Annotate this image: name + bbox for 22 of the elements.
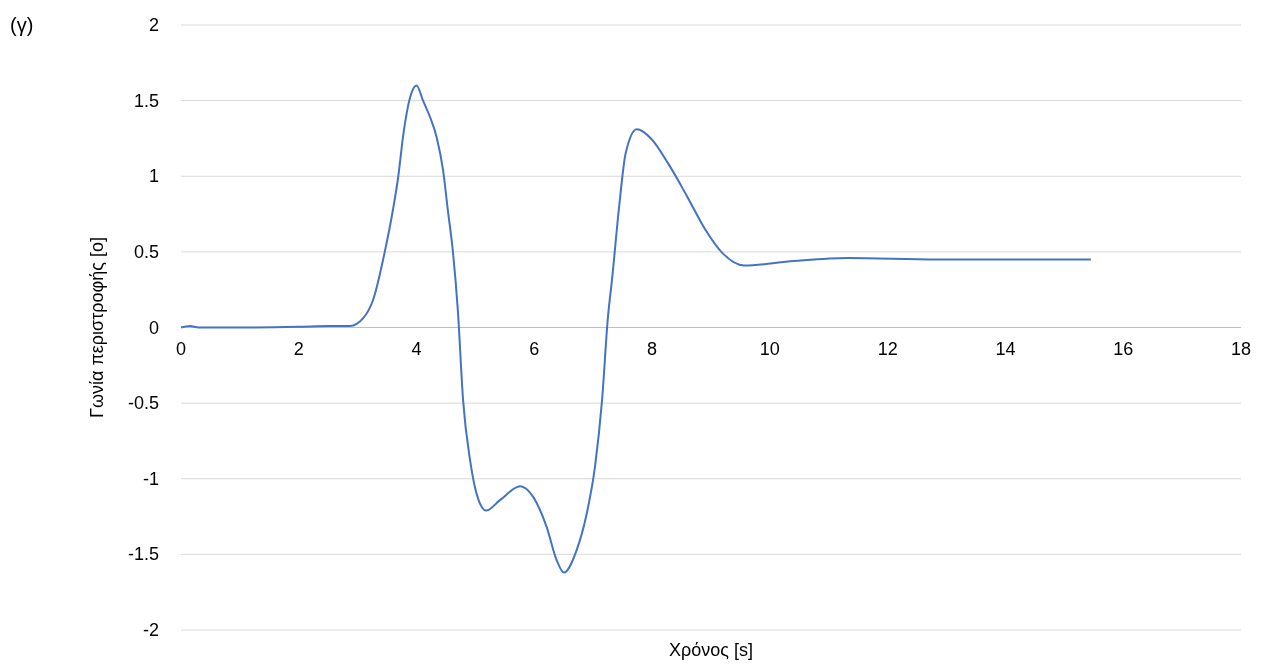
y-tick-label: -1: [142, 468, 159, 489]
y-tick-label: -1.5: [127, 544, 159, 565]
x-tick-label: 16: [1113, 338, 1134, 359]
x-tick-label: 6: [529, 338, 540, 359]
y-tick-label: 0.5: [133, 241, 159, 262]
y-tick-label: -0.5: [127, 393, 159, 414]
x-tick-label: 12: [877, 338, 898, 359]
x-tick-label: 10: [759, 338, 780, 359]
text: (γ): [10, 14, 34, 36]
y-tick-label: 0: [148, 317, 159, 338]
x-tick-label: 2: [293, 338, 304, 359]
x-tick-label: 0: [175, 338, 187, 359]
x-tick-label: 18: [1230, 338, 1252, 359]
y-tick-label: 1.5: [133, 90, 159, 111]
y-axis-title: Γωνία περιστροφής [o]: [87, 237, 107, 418]
x-axis-title: Χρόνος [s]: [669, 640, 753, 660]
x-tick-label: 4: [411, 338, 422, 359]
y-tick-label: 2: [148, 15, 159, 35]
y-tick-label: 1: [148, 166, 159, 187]
x-tick-label: 14: [995, 338, 1016, 359]
y-tick-label: -2: [142, 620, 159, 640]
x-tick-label: 8: [647, 338, 658, 359]
